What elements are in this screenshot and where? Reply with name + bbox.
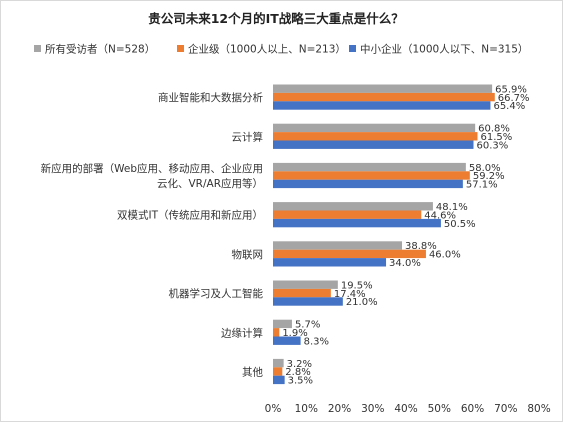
data-label: 8.3% bbox=[304, 336, 329, 347]
category-label: 双模式IT（传统应用和新应用） bbox=[117, 209, 263, 222]
data-label: 65.9% bbox=[495, 84, 527, 95]
category-label: 新应用的部署（Web应用、移动应用、企业应用 bbox=[41, 162, 263, 175]
category-label: 其他 bbox=[242, 366, 263, 379]
x-tick-label: 10% bbox=[295, 403, 318, 415]
data-label: 17.4% bbox=[334, 289, 366, 300]
bar bbox=[273, 280, 338, 289]
data-label: 3.2% bbox=[287, 359, 312, 370]
bar bbox=[273, 84, 493, 93]
bar bbox=[273, 297, 343, 306]
bar bbox=[273, 179, 463, 189]
x-tick-label: 50% bbox=[428, 403, 451, 415]
bar bbox=[273, 132, 478, 141]
legend-swatch bbox=[349, 45, 356, 52]
category-labels: 商业智能和大数据分析云计算新应用的部署（Web应用、移动应用、企业应用云化、VR… bbox=[41, 91, 264, 378]
x-tick-label: 20% bbox=[328, 403, 351, 415]
legend-label: 中小企业（1000人以下、N=315） bbox=[360, 43, 528, 56]
data-label: 59.2% bbox=[473, 171, 505, 182]
bar bbox=[273, 358, 284, 368]
data-label: 34.0% bbox=[389, 258, 421, 269]
bar bbox=[273, 171, 470, 180]
data-label: 65.4% bbox=[493, 101, 525, 112]
data-label: 57.1% bbox=[466, 180, 498, 191]
bar bbox=[273, 162, 466, 172]
data-label: 48.1% bbox=[436, 202, 468, 213]
x-tick-label: 80% bbox=[527, 403, 550, 415]
data-label: 66.7% bbox=[498, 93, 530, 104]
data-label: 21.0% bbox=[346, 297, 378, 308]
bar bbox=[273, 210, 422, 219]
data-label: 38.8% bbox=[405, 241, 437, 252]
bars bbox=[273, 84, 495, 385]
legend-label: 企业级（1000人以上、N=213） bbox=[188, 43, 346, 56]
data-label: 2.8% bbox=[285, 367, 310, 378]
data-label: 44.6% bbox=[424, 210, 456, 221]
chart-title: 贵公司未来12个月的IT战略三大重点是什么？ bbox=[148, 11, 404, 26]
bar bbox=[273, 375, 285, 385]
category-label: 云计算 bbox=[232, 130, 264, 143]
x-axis-ticks: 0% 10% 20% 30% 40% 50% 60% 70% 80% bbox=[265, 403, 551, 415]
data-label: 60.3% bbox=[476, 140, 508, 151]
data-label: 1.9% bbox=[282, 328, 307, 339]
legend-swatch bbox=[177, 45, 184, 52]
bar bbox=[273, 367, 283, 376]
legend: 所有受访者（N=528） 企业级（1000人以上、N=213） 中小企业（1000人… bbox=[34, 43, 528, 56]
data-label: 19.5% bbox=[341, 280, 373, 291]
x-tick-label: 60% bbox=[461, 403, 484, 415]
category-label: 商业智能和大数据分析 bbox=[158, 91, 263, 104]
bar bbox=[273, 249, 426, 259]
data-label: 3.5% bbox=[288, 376, 313, 387]
value-labels: 65.9%66.7%65.4% 60.8%61.5%60.3% 58.0%59.2%… bbox=[282, 84, 529, 386]
data-label: 46.0% bbox=[429, 250, 461, 261]
bar bbox=[273, 288, 331, 298]
x-tick-label: 30% bbox=[361, 403, 384, 415]
category-label: 物联网 bbox=[232, 248, 264, 261]
bar bbox=[273, 258, 387, 267]
category-label: 机器学习及人工智能 bbox=[169, 287, 264, 300]
bar bbox=[273, 241, 403, 250]
data-label: 58.0% bbox=[469, 163, 501, 174]
bar bbox=[273, 202, 433, 211]
x-tick-label: 0% bbox=[265, 403, 282, 415]
data-label: 61.5% bbox=[480, 132, 512, 143]
bar bbox=[273, 101, 491, 110]
bar bbox=[273, 328, 280, 337]
x-tick-label: 70% bbox=[494, 403, 517, 415]
category-label: 云化、VR/AR应用等） bbox=[157, 177, 263, 190]
data-label: 60.8% bbox=[478, 124, 510, 135]
bar bbox=[273, 336, 301, 345]
bar bbox=[273, 92, 495, 102]
bar bbox=[273, 319, 292, 329]
bar bbox=[273, 140, 474, 149]
legend-label: 所有受访者（N=528） bbox=[45, 43, 155, 56]
legend-swatch bbox=[34, 45, 41, 52]
bar bbox=[273, 123, 476, 133]
x-tick-label: 40% bbox=[394, 403, 417, 415]
category-label: 边缘计算 bbox=[221, 326, 263, 339]
data-label: 5.7% bbox=[295, 320, 320, 331]
bar bbox=[273, 218, 441, 228]
data-label: 50.5% bbox=[444, 219, 476, 230]
